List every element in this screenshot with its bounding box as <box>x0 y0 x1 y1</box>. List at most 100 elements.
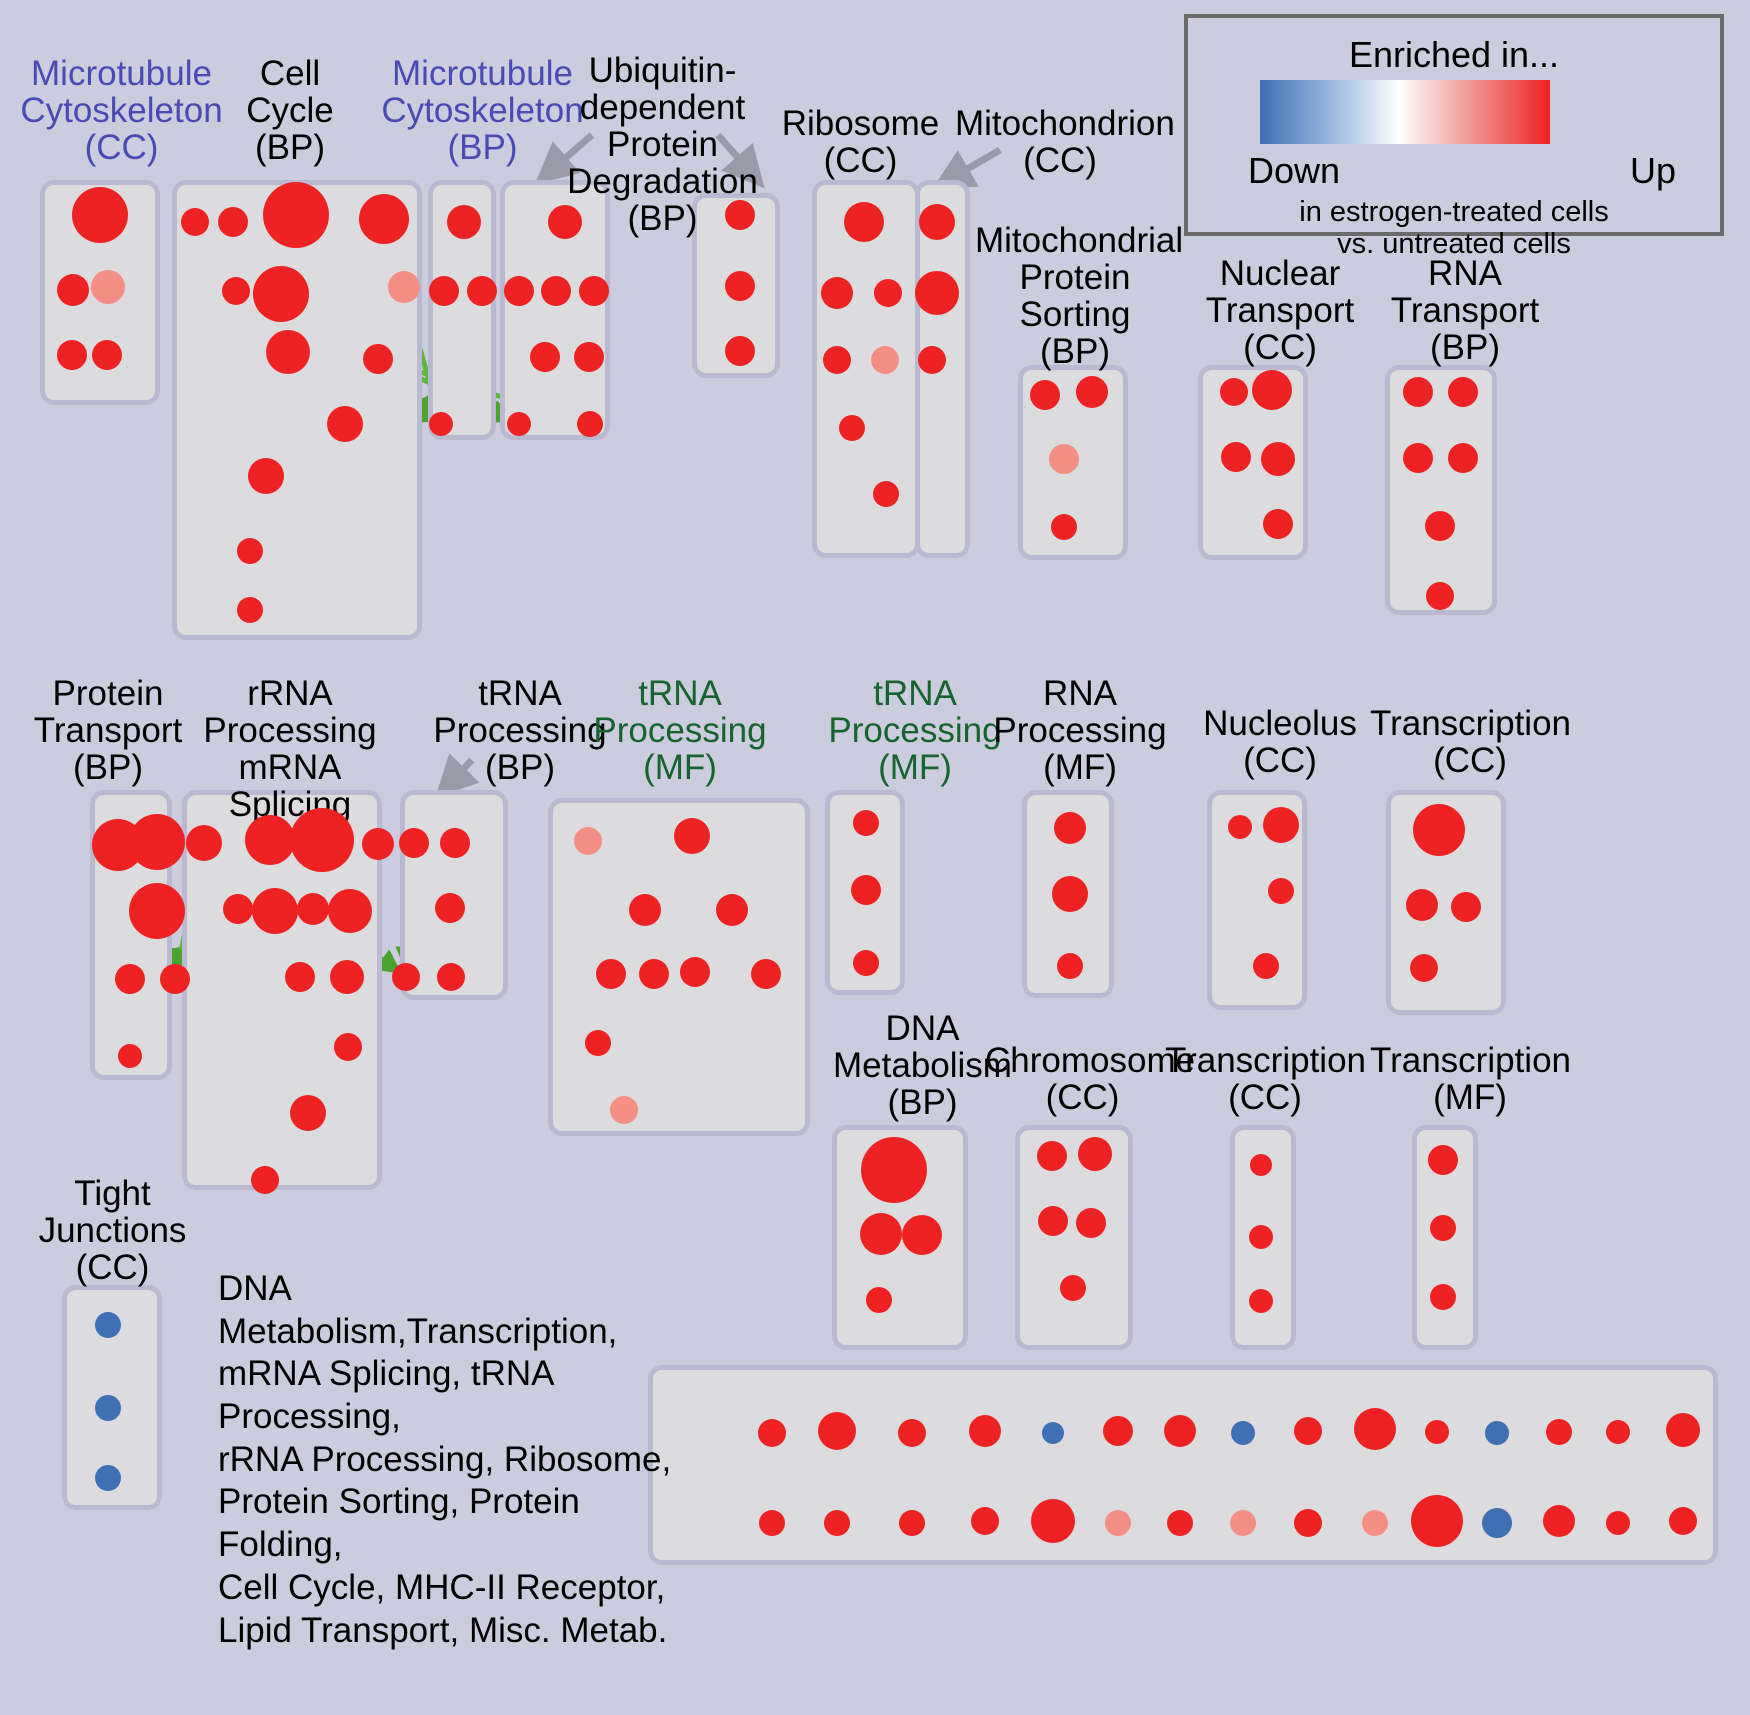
gene-node-transcription-mf[interactable] <box>1428 1145 1458 1175</box>
gene-node-cell-cycle-bp[interactable] <box>327 406 363 442</box>
gene-node-ribosome-cc[interactable] <box>823 346 851 374</box>
gene-node-ribosome-cc[interactable] <box>839 415 865 441</box>
gene-node-misc-wide-panel[interactable] <box>1031 1499 1075 1543</box>
gene-node-trna-processing-bp[interactable] <box>435 893 465 923</box>
gene-node-trna-processing-mf-large[interactable] <box>639 959 669 989</box>
gene-node-misc-wide-panel[interactable] <box>1606 1420 1630 1444</box>
gene-node-misc-wide-panel[interactable] <box>971 1507 999 1535</box>
gene-node-protein-transport-bp[interactable] <box>129 883 185 939</box>
gene-node-microtubule-cytoskeleton-cc[interactable] <box>57 340 87 370</box>
gene-node-ribosome-cc[interactable] <box>821 277 853 309</box>
gene-node-mitochondrion-cc[interactable] <box>918 346 946 374</box>
gene-node-ubiquitin-dependent-protein-degradation-bp[interactable] <box>530 342 560 372</box>
gene-node-cell-cycle-bp[interactable] <box>266 330 310 374</box>
gene-node-rrna-processing-mrna-splicing-bp[interactable] <box>252 888 298 934</box>
gene-node-misc-wide-panel[interactable] <box>1231 1421 1255 1445</box>
gene-node-nucleolus-cc[interactable] <box>1228 815 1252 839</box>
gene-node-rna-transport-bp[interactable] <box>1425 511 1455 541</box>
gene-node-misc-wide-panel[interactable] <box>1230 1510 1256 1536</box>
gene-node-trna-processing-mf-large[interactable] <box>680 957 710 987</box>
gene-node-nucleolus-cc[interactable] <box>1268 878 1294 904</box>
gene-node-rrna-processing-mrna-splicing-bp[interactable] <box>362 828 394 860</box>
gene-node-trna-processing-mf-small[interactable] <box>853 950 879 976</box>
gene-node-cell-cycle-bp[interactable] <box>237 597 263 623</box>
gene-node-misc-wide-panel[interactable] <box>1543 1505 1575 1537</box>
gene-node-rrna-processing-mrna-splicing-bp[interactable] <box>290 1095 326 1131</box>
gene-node-misc-wide-panel[interactable] <box>824 1510 850 1536</box>
gene-node-rrna-processing-mrna-splicing-bp[interactable] <box>285 962 315 992</box>
gene-node-microtubule-cytoskeleton-bp[interactable] <box>467 276 497 306</box>
gene-node-rna-transport-bp[interactable] <box>1403 377 1433 407</box>
gene-node-mitochondrial-protein-sorting-bp[interactable] <box>1051 514 1077 540</box>
gene-node-rrna-processing-mrna-splicing-bp[interactable] <box>297 893 329 925</box>
gene-node-ubiquitin-second[interactable] <box>725 336 755 366</box>
gene-node-rna-processing-mf[interactable] <box>1057 953 1083 979</box>
gene-node-mitochondrial-protein-sorting-bp[interactable] <box>1049 444 1079 474</box>
gene-node-chromosome-cc[interactable] <box>1078 1137 1112 1171</box>
gene-node-microtubule-cytoskeleton-bp[interactable] <box>429 276 459 306</box>
gene-node-misc-wide-panel[interactable] <box>1606 1511 1630 1535</box>
gene-node-misc-wide-panel[interactable] <box>1354 1408 1396 1450</box>
gene-node-cell-cycle-bp[interactable] <box>237 538 263 564</box>
gene-node-misc-wide-panel[interactable] <box>1546 1419 1572 1445</box>
gene-node-cell-cycle-bp[interactable] <box>248 458 284 494</box>
gene-node-rrna-processing-mrna-splicing-bp[interactable] <box>330 960 364 994</box>
gene-node-mitochondrion-cc[interactable] <box>919 204 955 240</box>
gene-node-trna-processing-bp[interactable] <box>440 828 470 858</box>
gene-node-mitochondrial-protein-sorting-bp[interactable] <box>1030 380 1060 410</box>
gene-node-rna-transport-bp[interactable] <box>1403 443 1433 473</box>
gene-node-rna-processing-mf[interactable] <box>1052 876 1088 912</box>
gene-node-ribosome-cc[interactable] <box>874 279 902 307</box>
gene-node-transcription-cc-bottom[interactable] <box>1249 1289 1273 1313</box>
gene-node-misc-wide-panel[interactable] <box>1103 1416 1133 1446</box>
gene-node-misc-wide-panel[interactable] <box>1425 1420 1449 1444</box>
gene-node-rna-transport-bp[interactable] <box>1448 377 1478 407</box>
gene-node-cell-cycle-bp[interactable] <box>388 271 420 303</box>
gene-node-protein-transport-bp[interactable] <box>129 814 185 870</box>
gene-node-tight-junctions-cc[interactable] <box>95 1395 121 1421</box>
gene-node-tight-junctions-cc[interactable] <box>95 1312 121 1338</box>
gene-node-chromosome-cc[interactable] <box>1037 1141 1067 1171</box>
gene-node-ribosome-cc[interactable] <box>844 202 884 242</box>
gene-node-misc-wide-panel[interactable] <box>1294 1509 1322 1537</box>
gene-node-rna-transport-bp[interactable] <box>1426 582 1454 610</box>
gene-node-rna-transport-bp[interactable] <box>1448 443 1478 473</box>
gene-node-ribosome-cc[interactable] <box>873 481 899 507</box>
gene-node-ubiquitin-second[interactable] <box>725 200 755 230</box>
gene-node-misc-wide-panel[interactable] <box>1042 1422 1064 1444</box>
gene-node-transcription-cc-bottom[interactable] <box>1249 1225 1273 1249</box>
gene-node-trna-processing-mf-large[interactable] <box>674 818 710 854</box>
gene-node-microtubule-cytoskeleton-bp[interactable] <box>447 205 481 239</box>
gene-node-rrna-processing-mrna-splicing-bp[interactable] <box>290 808 354 872</box>
gene-node-ubiquitin-dependent-protein-degradation-bp[interactable] <box>577 411 603 437</box>
gene-node-trna-processing-mf-large[interactable] <box>610 1096 638 1124</box>
gene-node-transcription-mf[interactable] <box>1430 1215 1456 1241</box>
gene-node-transcription-cc-top[interactable] <box>1413 804 1465 856</box>
gene-node-dna-metabolism-bp[interactable] <box>866 1287 892 1313</box>
gene-node-trna-processing-mf-small[interactable] <box>853 810 879 836</box>
gene-node-trna-processing-bp[interactable] <box>399 828 429 858</box>
gene-node-misc-wide-panel[interactable] <box>1294 1417 1322 1445</box>
gene-node-dna-metabolism-bp[interactable] <box>861 1137 927 1203</box>
gene-node-cell-cycle-bp[interactable] <box>263 182 329 248</box>
gene-node-nucleolus-cc[interactable] <box>1263 807 1299 843</box>
gene-node-microtubule-cytoskeleton-cc[interactable] <box>91 270 125 304</box>
gene-node-chromosome-cc[interactable] <box>1060 1275 1086 1301</box>
gene-node-transcription-cc-bottom[interactable] <box>1250 1154 1272 1176</box>
gene-node-protein-transport-bp[interactable] <box>118 1044 142 1068</box>
gene-node-ubiquitin-dependent-protein-degradation-bp[interactable] <box>579 276 609 306</box>
gene-node-misc-wide-panel[interactable] <box>899 1510 925 1536</box>
gene-node-misc-wide-panel[interactable] <box>1105 1510 1131 1536</box>
gene-node-misc-wide-panel[interactable] <box>969 1415 1001 1447</box>
gene-node-cell-cycle-bp[interactable] <box>253 266 309 322</box>
gene-node-trna-processing-mf-large[interactable] <box>629 894 661 926</box>
gene-node-rrna-processing-mrna-splicing-bp[interactable] <box>334 1033 362 1061</box>
gene-node-ubiquitin-dependent-protein-degradation-bp[interactable] <box>504 276 534 306</box>
gene-node-nuclear-transport-cc[interactable] <box>1263 509 1293 539</box>
gene-node-microtubule-cytoskeleton-cc[interactable] <box>72 187 128 243</box>
gene-node-tight-junctions-cc[interactable] <box>95 1465 121 1491</box>
gene-node-nuclear-transport-cc[interactable] <box>1261 442 1295 476</box>
gene-node-ubiquitin-second[interactable] <box>725 271 755 301</box>
gene-node-trna-processing-bp[interactable] <box>437 963 465 991</box>
gene-node-cell-cycle-bp[interactable] <box>222 277 250 305</box>
